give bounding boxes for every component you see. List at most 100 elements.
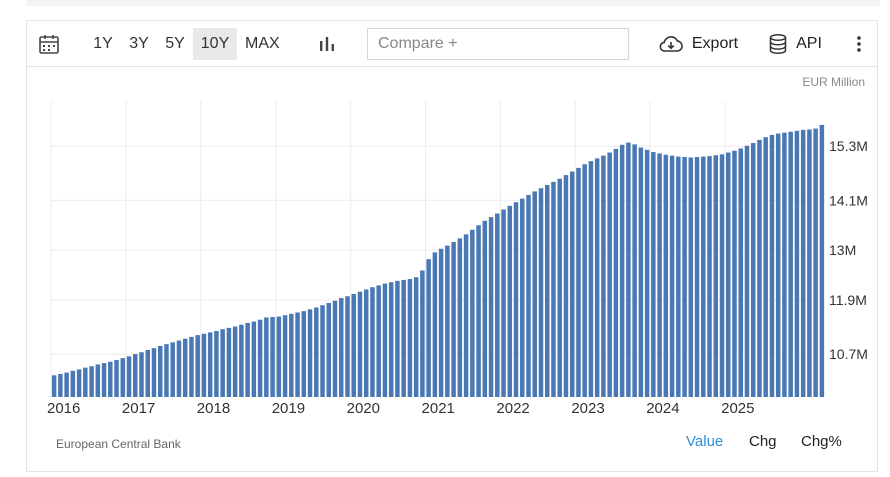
bar[interactable] <box>569 171 575 398</box>
bar[interactable] <box>320 305 325 397</box>
bar[interactable] <box>719 154 725 397</box>
bar[interactable] <box>782 132 787 397</box>
bar[interactable] <box>507 205 513 397</box>
bar[interactable] <box>588 161 594 397</box>
bar[interactable] <box>626 142 631 397</box>
bar[interactable] <box>257 319 263 397</box>
bar[interactable] <box>732 150 737 397</box>
bar[interactable] <box>289 313 294 397</box>
bar[interactable] <box>207 332 213 397</box>
bar[interactable] <box>644 149 650 397</box>
bar[interactable] <box>370 287 375 397</box>
bar[interactable] <box>457 238 463 397</box>
bar[interactable] <box>813 128 818 397</box>
bar[interactable] <box>501 209 506 397</box>
bar[interactable] <box>775 133 781 397</box>
bar[interactable] <box>276 316 282 397</box>
bar[interactable] <box>108 361 113 397</box>
view-value-tab[interactable]: Value <box>686 433 724 450</box>
export-button[interactable]: Export <box>653 21 743 66</box>
bar[interactable] <box>282 315 288 397</box>
range-3y-button[interactable]: 3Y <box>129 35 149 52</box>
bar[interactable] <box>139 352 144 397</box>
bar[interactable] <box>164 344 169 397</box>
bar[interactable] <box>89 366 94 397</box>
bar[interactable] <box>800 129 806 398</box>
bar[interactable] <box>101 363 107 397</box>
bar[interactable] <box>58 373 63 397</box>
bar[interactable] <box>382 283 388 397</box>
bar[interactable] <box>114 359 119 397</box>
bar[interactable] <box>314 307 319 397</box>
bar[interactable] <box>245 322 250 397</box>
bar[interactable] <box>601 155 606 397</box>
bar[interactable] <box>607 152 612 397</box>
bar[interactable] <box>707 156 712 397</box>
bar[interactable] <box>632 144 637 397</box>
bar[interactable] <box>676 156 681 397</box>
bar[interactable] <box>744 145 750 397</box>
bar[interactable] <box>669 155 675 397</box>
bar[interactable] <box>388 282 394 397</box>
bar[interactable] <box>270 317 275 397</box>
bar[interactable] <box>726 152 731 397</box>
bar[interactable] <box>694 157 700 397</box>
bar[interactable] <box>495 213 500 397</box>
bar[interactable] <box>251 321 257 397</box>
bar[interactable] <box>339 298 344 397</box>
bar[interactable] <box>488 217 494 397</box>
bar[interactable] <box>76 369 82 397</box>
bar[interactable] <box>463 234 469 397</box>
bar[interactable] <box>438 248 444 397</box>
bar[interactable] <box>526 195 531 397</box>
bar[interactable] <box>182 338 188 397</box>
bar[interactable] <box>51 375 57 397</box>
api-button[interactable]: API <box>765 21 825 66</box>
bar[interactable] <box>682 157 687 397</box>
bar[interactable] <box>264 317 269 397</box>
bar[interactable] <box>64 372 69 397</box>
bar[interactable] <box>157 345 163 397</box>
bar[interactable] <box>295 312 300 397</box>
bar[interactable] <box>544 185 550 397</box>
bar[interactable] <box>520 198 525 397</box>
bar[interactable] <box>819 124 825 397</box>
bar[interactable] <box>582 164 587 397</box>
bar[interactable] <box>651 152 656 397</box>
view-chg-percent-tab[interactable]: Chg% <box>801 433 842 450</box>
bar[interactable] <box>145 350 150 397</box>
bar[interactable] <box>750 143 756 397</box>
bar[interactable] <box>95 364 101 397</box>
bar[interactable] <box>83 367 88 397</box>
bar[interactable] <box>688 157 694 397</box>
bar[interactable] <box>794 130 800 397</box>
bar[interactable] <box>619 144 625 397</box>
bar[interactable] <box>763 137 768 397</box>
bar[interactable] <box>351 293 356 397</box>
bar-chart-icon[interactable] <box>315 21 339 66</box>
view-chg-tab[interactable]: Chg <box>749 433 777 450</box>
bar[interactable] <box>407 279 413 397</box>
bar[interactable] <box>769 134 775 397</box>
bar[interactable] <box>307 309 313 397</box>
bar[interactable] <box>757 139 762 398</box>
bar[interactable] <box>332 300 338 397</box>
bar[interactable] <box>513 202 519 397</box>
bar[interactable] <box>451 242 456 397</box>
bar[interactable] <box>701 156 706 397</box>
bar[interactable] <box>613 148 619 397</box>
bar[interactable] <box>788 131 793 397</box>
bar[interactable] <box>445 245 450 397</box>
bar[interactable] <box>70 370 76 397</box>
bar[interactable] <box>420 270 425 397</box>
bar[interactable] <box>226 327 232 397</box>
bar[interactable] <box>594 158 600 397</box>
bar[interactable] <box>482 220 488 397</box>
range-5y-button[interactable]: 5Y <box>165 35 185 52</box>
bar[interactable] <box>151 348 157 397</box>
bar[interactable] <box>345 296 350 397</box>
bar[interactable] <box>301 311 307 397</box>
bar[interactable] <box>663 154 669 397</box>
bar[interactable] <box>195 335 200 397</box>
bar[interactable] <box>563 175 569 397</box>
